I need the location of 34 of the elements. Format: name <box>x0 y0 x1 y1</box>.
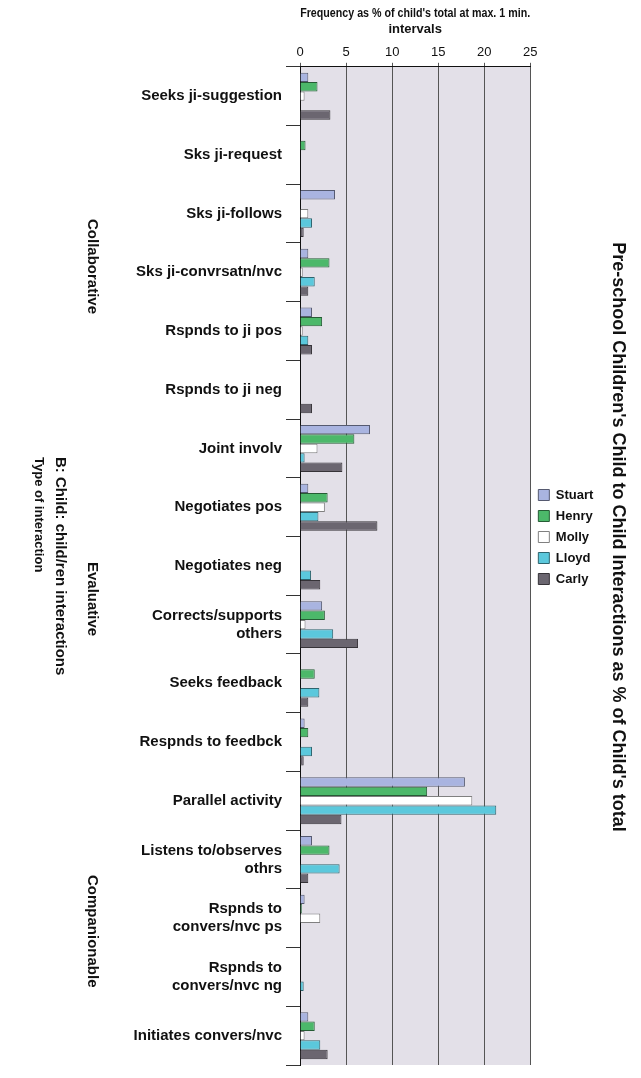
text: Collaborative <box>84 218 103 314</box>
x-tick-label: 20 <box>477 43 492 59</box>
y-tick-label: Joint involv <box>198 438 283 456</box>
legend-label: Lloyd <box>555 549 591 565</box>
legend-label: Stuart <box>555 486 595 502</box>
y-tick-label: Initiates convers/nvc <box>133 1025 282 1043</box>
legend-label: Carly <box>555 570 590 586</box>
y-tick-label: Rspnds to convers/nvc ps <box>172 899 282 935</box>
y-tick-label: Sks ji-request <box>183 145 282 163</box>
x-tick-label: 15 <box>430 43 446 59</box>
y-axis-title: B: Child: child/ren interactions Type of interaction <box>31 456 71 676</box>
y-tick-label: Rspnds to ji neg <box>165 379 282 397</box>
y-tick-label: Rspnds to convers/nvc ng <box>171 958 282 994</box>
text: Pre-school Children's Child to Child Interactions as % of Child's total <box>609 242 630 832</box>
x-tick-label: 5 <box>342 43 350 59</box>
text: Companionable <box>84 875 103 988</box>
y-tick-label: Negotiates neg <box>174 556 282 574</box>
y-tick-label: Parallel activity <box>172 790 283 808</box>
y-tick-label: Corrects/supports others <box>151 605 282 641</box>
y-tick-label: Negotiates pos <box>174 497 282 515</box>
text: Evaluative <box>84 562 103 637</box>
legend-label: Molly <box>555 528 590 544</box>
legend-label: Henry <box>555 507 594 523</box>
y-tick-label: Rspnds to ji pos <box>165 321 282 339</box>
y-tick-label: Listens to/observes othrs <box>141 840 282 876</box>
x-axis-title: Frequency as % of child's total at max. 1 min. intervals <box>300 5 531 36</box>
y-tick-label: Sks ji-follows <box>186 203 282 221</box>
y-tick-label: Sks ji-convrsatn/nvc <box>136 262 282 280</box>
x-tick-label: 0 <box>296 43 304 59</box>
y-tick-label: Seeks ji-suggestion <box>141 86 282 104</box>
y-tick-label: Seeks feedback <box>169 673 283 691</box>
x-tick-label: 25 <box>523 43 538 59</box>
y-tick-label: Respnds to feedbck <box>139 732 283 750</box>
x-tick-label: 10 <box>384 43 400 59</box>
